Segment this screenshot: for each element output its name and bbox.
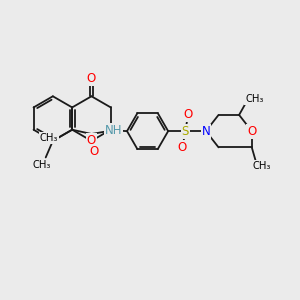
Text: NH: NH: [104, 124, 122, 136]
Text: O: O: [90, 145, 99, 158]
Text: CH₃: CH₃: [252, 160, 270, 171]
Text: O: O: [87, 72, 96, 85]
Text: N: N: [202, 124, 210, 138]
Text: CH₃: CH₃: [40, 133, 58, 143]
Text: O: O: [184, 108, 193, 121]
Text: CH₃: CH₃: [32, 160, 51, 170]
Text: CH₃: CH₃: [245, 94, 263, 104]
Text: O: O: [247, 124, 256, 138]
Text: O: O: [87, 134, 96, 147]
Text: S: S: [182, 124, 189, 138]
Text: O: O: [178, 141, 187, 154]
